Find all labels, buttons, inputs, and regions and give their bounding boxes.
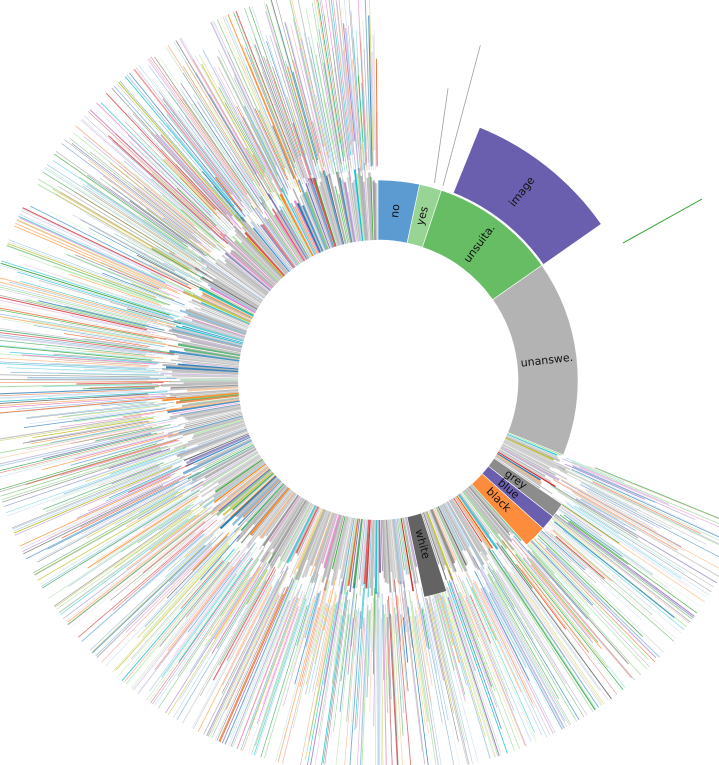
segment-unanswe xyxy=(493,265,578,455)
answer-wedge xyxy=(376,183,377,240)
answer-spoke xyxy=(543,524,676,639)
answer-spoke xyxy=(376,59,377,167)
answer-spoke xyxy=(330,599,348,738)
answer-spoke xyxy=(0,432,176,478)
answer-spoke xyxy=(623,199,702,243)
answer-spoke xyxy=(0,394,148,405)
answer-spoke xyxy=(435,88,449,183)
answer-spoke xyxy=(51,462,160,502)
answer-spoke xyxy=(278,607,319,762)
answer-spoke xyxy=(96,543,212,657)
answer-spoke xyxy=(347,610,357,722)
answer-wedge xyxy=(167,377,238,379)
answer-spoke xyxy=(266,4,313,160)
answer-spoke xyxy=(318,0,344,156)
answer-spoke xyxy=(261,606,308,758)
answer-spoke xyxy=(65,140,211,252)
answer-spoke xyxy=(380,585,382,765)
answer-spoke xyxy=(29,421,143,441)
answer-spoke xyxy=(112,539,233,673)
answer-spoke xyxy=(396,614,404,713)
answer-spoke xyxy=(0,363,155,371)
answer-spoke xyxy=(562,459,669,505)
answer-wedge xyxy=(180,379,238,380)
answer-spoke xyxy=(448,588,490,714)
answer-spoke xyxy=(379,609,380,765)
answer-spoke xyxy=(10,372,163,375)
answer-spoke xyxy=(370,607,372,712)
answer-spoke xyxy=(250,598,298,730)
answer-spoke xyxy=(27,378,176,379)
